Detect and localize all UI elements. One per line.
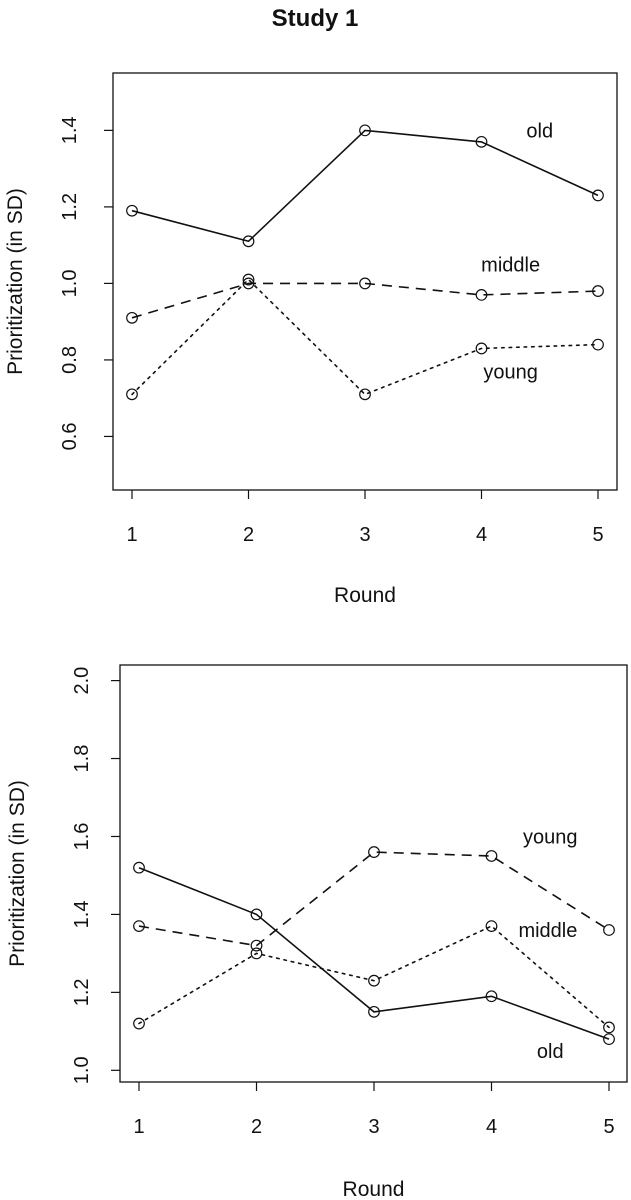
series-label-young: young	[523, 826, 578, 848]
data-point-old-5	[592, 189, 604, 202]
data-point-middle-1	[126, 311, 138, 324]
series-line-old	[131, 129, 599, 243]
data-point-middle-3	[359, 277, 371, 290]
data-point-young-4	[485, 850, 498, 862]
data-point-young-4	[475, 342, 488, 355]
data-point-middle-2	[250, 947, 263, 960]
data-point-old-1	[126, 204, 138, 217]
data-point-old-2	[242, 235, 255, 248]
data-point-young-2	[242, 273, 255, 286]
series-line-middle	[131, 282, 599, 319]
series-label-young: young	[483, 361, 538, 383]
series-label-old: old	[526, 120, 553, 142]
data-point-young-3	[368, 846, 380, 858]
y-tick-label: 1.2	[71, 978, 93, 1006]
series-label-middle: middle	[518, 920, 577, 942]
series-line-young	[138, 851, 610, 947]
x-tick-label: 2	[243, 524, 254, 546]
data-point-young-5	[592, 338, 604, 351]
x-tick-label: 2	[251, 1116, 262, 1138]
x-tick-label: 1	[133, 1116, 144, 1138]
data-point-young-1	[133, 920, 145, 933]
x-tick-label: 4	[476, 524, 487, 546]
y-axis-label: Prioritization (in SD)	[6, 780, 29, 967]
y-axis-label: Prioritization (in SD)	[4, 188, 27, 375]
data-point-old-1	[133, 861, 145, 874]
data-point-old-2	[250, 908, 263, 921]
data-point-middle-4	[485, 920, 498, 933]
y-tick-label: 0.6	[59, 423, 81, 451]
data-point-middle-3	[368, 974, 380, 987]
x-tick-label: 5	[592, 524, 603, 546]
series-line-old	[138, 866, 610, 1040]
data-point-young-1	[126, 388, 138, 401]
plot-frame	[119, 664, 628, 1083]
data-point-middle-1	[133, 1017, 145, 1030]
x-axis-label: Round	[343, 1178, 405, 1200]
y-tick-label: 1.6	[71, 823, 93, 851]
data-point-middle-5	[603, 1021, 615, 1034]
y-tick-label: 1.8	[71, 745, 93, 773]
series-label-old: old	[537, 1041, 564, 1063]
x-tick-label: 3	[359, 524, 370, 546]
data-point-young-3	[359, 388, 371, 401]
data-point-middle-4	[475, 288, 488, 301]
y-tick-label: 0.8	[59, 346, 81, 374]
data-point-old-3	[368, 1005, 380, 1018]
y-tick-label: 1.0	[59, 270, 81, 298]
y-tick-label: 1.0	[71, 1056, 93, 1084]
x-tick-label: 3	[368, 1116, 379, 1138]
data-point-old-3	[359, 124, 371, 137]
data-point-young-2	[250, 939, 263, 952]
data-point-middle-2	[242, 277, 255, 290]
y-tick-label: 1.4	[59, 116, 81, 144]
series-label-middle: middle	[481, 254, 540, 276]
y-tick-label: 1.4	[71, 901, 93, 929]
data-point-young-5	[603, 924, 615, 936]
x-axis-label: Round	[334, 584, 396, 607]
data-point-old-4	[475, 135, 488, 148]
data-point-old-4	[485, 990, 498, 1003]
x-tick-label: 1	[126, 524, 137, 546]
y-tick-label: 1.2	[59, 193, 81, 221]
data-point-old-5	[603, 1033, 615, 1046]
x-tick-label: 4	[486, 1116, 497, 1138]
chart-title: Study 1	[272, 5, 359, 32]
data-point-middle-5	[592, 285, 604, 297]
series-line-middle	[138, 925, 610, 1029]
x-tick-label: 5	[603, 1116, 614, 1138]
y-tick-label: 2.0	[71, 667, 93, 695]
